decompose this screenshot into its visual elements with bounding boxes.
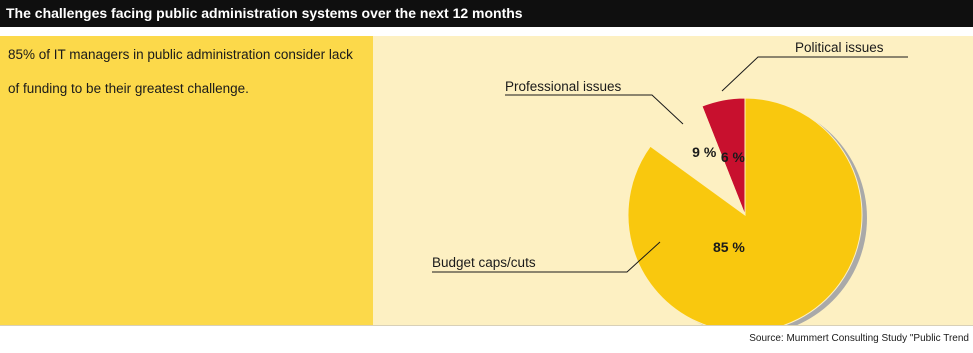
value-label-political: 6 % (721, 149, 746, 165)
leader-line-budget (432, 241, 661, 273)
category-label-budget: Budget caps/cuts (432, 255, 536, 270)
leader-line-political (721, 56, 908, 92)
chart-panel: 85% of IT managers in public administrat… (0, 36, 973, 325)
pie-slice-budget-caps-cuts (627, 97, 863, 325)
category-label-professional: Professional issues (505, 79, 622, 94)
value-label-budget: 85 % (713, 239, 745, 255)
source-note: Source: Mummert Consulting Study "Public… (749, 333, 969, 344)
category-label-political: Political issues (795, 40, 884, 55)
pie-chart: 85 % 9 % 6 % Political issues Professional i… (432, 40, 908, 325)
chart-title: The challenges facing public administrat… (0, 0, 973, 27)
highlight-text: 85% of IT managers in public administrat… (8, 47, 353, 96)
bottom-divider (0, 325, 973, 326)
highlight-box: 85% of IT managers in public administrat… (0, 36, 373, 325)
value-label-professional: 9 % (692, 144, 717, 160)
leader-line-professional (505, 94, 684, 125)
